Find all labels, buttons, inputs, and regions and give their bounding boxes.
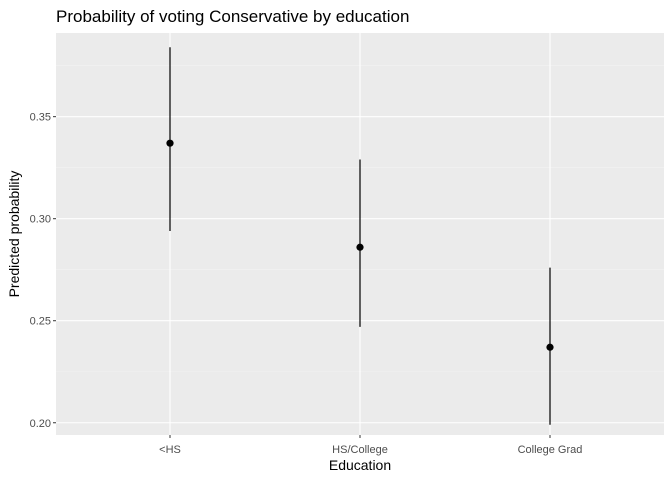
y-tick-label: 0.35 xyxy=(30,112,51,124)
estimate-point xyxy=(546,343,554,351)
tick-layer: 0.20 0.25 0.30 0.35 <HS HS/College College Gra… xyxy=(30,112,583,456)
x-tick-label: <HS xyxy=(159,444,181,456)
estimate-point xyxy=(356,243,364,251)
y-tick-label: 0.25 xyxy=(30,316,51,328)
x-tick-label: HS/College xyxy=(332,444,388,456)
y-tick-label: 0.30 xyxy=(30,214,51,226)
data-layer xyxy=(166,47,554,425)
y-tick-label: 0.20 xyxy=(30,418,51,430)
estimate-point xyxy=(166,139,174,147)
y-axis-title: Predicted probability xyxy=(6,171,22,298)
x-axis-title: Education xyxy=(329,457,391,473)
chart-title: Probability of voting Conservative by ed… xyxy=(56,7,409,26)
x-tick-label: College Grad xyxy=(518,444,583,456)
